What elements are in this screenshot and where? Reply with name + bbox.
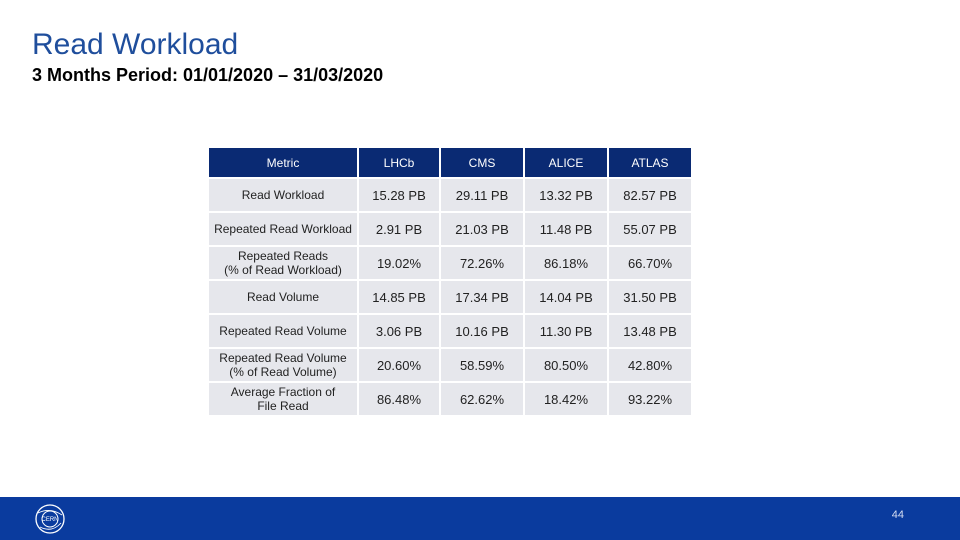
value-cell-atlas: 66.70% <box>609 247 691 279</box>
value-cell-atlas: 31.50 PB <box>609 281 691 313</box>
value-cell-atlas: 93.22% <box>609 383 691 415</box>
table-row: Repeated Read Volume (% of Read Volume) … <box>209 349 691 381</box>
table-row: Read Volume 14.85 PB 17.34 PB 14.04 PB 3… <box>209 281 691 313</box>
slide-title: Read Workload <box>32 28 239 61</box>
metric-label: Repeated Reads (% of Read Workload) <box>209 247 357 279</box>
metric-label: Repeated Read Volume <box>209 315 357 347</box>
value-cell-lhcb: 14.85 PB <box>359 281 439 313</box>
page-number: 44 <box>891 509 904 521</box>
value-cell-lhcb: 2.91 PB <box>359 213 439 245</box>
value-cell-alice: 13.32 PB <box>525 179 607 211</box>
value-cell-cms: 10.16 PB <box>441 315 523 347</box>
value-cell-cms: 72.26% <box>441 247 523 279</box>
value-cell-lhcb: 20.60% <box>359 349 439 381</box>
table-row: Repeated Read Volume 3.06 PB 10.16 PB 11… <box>209 315 691 347</box>
value-cell-atlas: 42.80% <box>609 349 691 381</box>
value-cell-atlas: 13.48 PB <box>609 315 691 347</box>
slide-subtitle: 3 Months Period: 01/01/2020 – 31/03/2020 <box>32 65 384 85</box>
value-cell-cms: 17.34 PB <box>441 281 523 313</box>
metrics-table: Metric LHCb CMS ALICE ATLAS Read Workloa… <box>207 146 693 417</box>
value-cell-cms: 21.03 PB <box>441 213 523 245</box>
value-cell-lhcb: 3.06 PB <box>359 315 439 347</box>
header-cms: CMS <box>441 148 523 177</box>
table-row: Average Fraction of File Read 86.48% 62.… <box>209 383 691 415</box>
metric-label: Repeated Read Volume (% of Read Volume) <box>209 349 357 381</box>
value-cell-atlas: 82.57 PB <box>609 179 691 211</box>
header-lhcb: LHCb <box>359 148 439 177</box>
value-cell-lhcb: 86.48% <box>359 383 439 415</box>
value-cell-alice: 14.04 PB <box>525 281 607 313</box>
cern-logo-icon: CERN <box>35 504 65 534</box>
value-cell-lhcb: 19.02% <box>359 247 439 279</box>
value-cell-cms: 58.59% <box>441 349 523 381</box>
value-cell-lhcb: 15.28 PB <box>359 179 439 211</box>
metric-label: Average Fraction of File Read <box>209 383 357 415</box>
table-row: Repeated Read Workload 2.91 PB 21.03 PB … <box>209 213 691 245</box>
value-cell-alice: 86.18% <box>525 247 607 279</box>
value-cell-alice: 80.50% <box>525 349 607 381</box>
table-row: Read Workload 15.28 PB 29.11 PB 13.32 PB… <box>209 179 691 211</box>
value-cell-alice: 11.48 PB <box>525 213 607 245</box>
value-cell-alice: 18.42% <box>525 383 607 415</box>
header-atlas: ATLAS <box>609 148 691 177</box>
header-metric: Metric <box>209 148 357 177</box>
metric-label: Repeated Read Workload <box>209 213 357 245</box>
table-row: Repeated Reads (% of Read Workload) 19.0… <box>209 247 691 279</box>
table-header-row: Metric LHCb CMS ALICE ATLAS <box>209 148 691 177</box>
metric-label: Read Volume <box>209 281 357 313</box>
footer-bar: CERN 44 <box>0 497 960 540</box>
header-alice: ALICE <box>525 148 607 177</box>
logo-text: CERN <box>41 517 58 523</box>
value-cell-atlas: 55.07 PB <box>609 213 691 245</box>
value-cell-cms: 62.62% <box>441 383 523 415</box>
metric-label: Read Workload <box>209 179 357 211</box>
value-cell-cms: 29.11 PB <box>441 179 523 211</box>
value-cell-alice: 11.30 PB <box>525 315 607 347</box>
